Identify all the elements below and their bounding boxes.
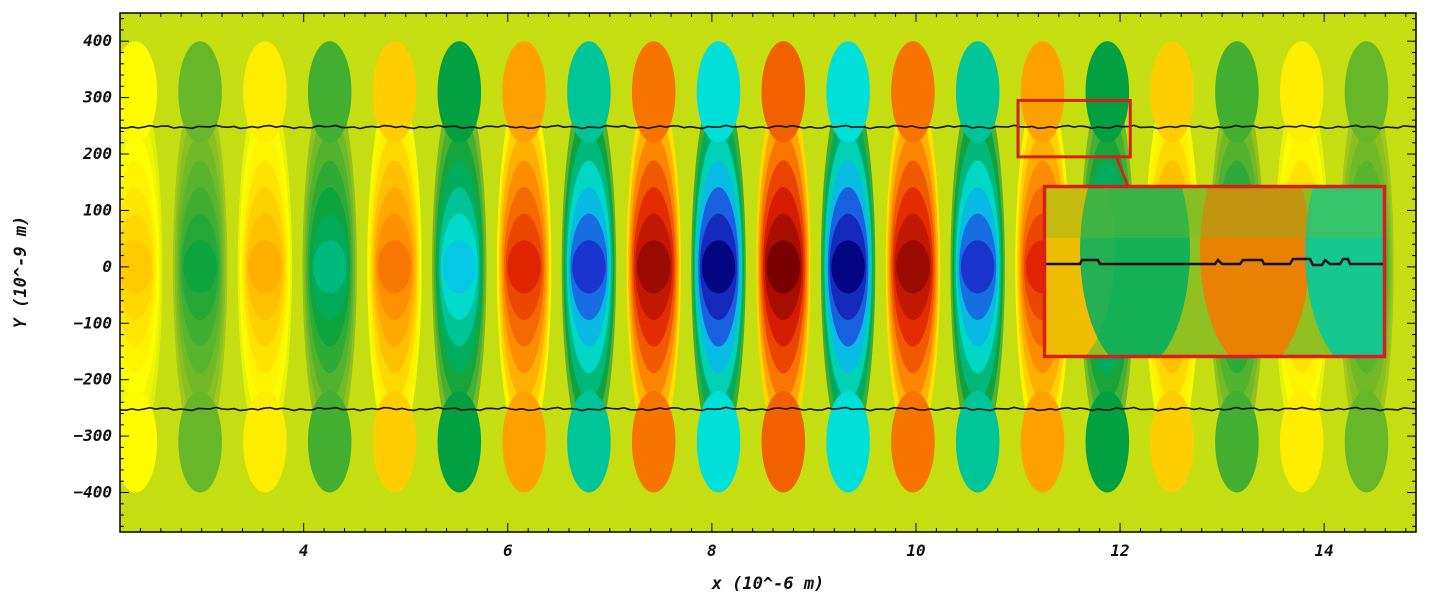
fringe-cap <box>1344 390 1389 493</box>
boundary-lines <box>120 124 1416 412</box>
fringe-cap <box>891 390 935 493</box>
fringe-cap <box>120 390 158 493</box>
axis-ticks <box>120 13 1416 532</box>
y-tick-label: −100 <box>73 313 112 332</box>
x-tick-label: 6 <box>503 541 513 560</box>
y-tick-label: −300 <box>73 426 112 445</box>
fringe-cap <box>502 41 546 143</box>
fringe-lobe <box>507 240 541 294</box>
fringe-cap <box>1150 390 1194 493</box>
fringe-cap <box>1150 41 1194 143</box>
fringe-lobe <box>120 240 153 294</box>
fringe-cap <box>502 390 546 493</box>
y-tick-label: 200 <box>82 144 112 163</box>
fringe-cap <box>955 41 1000 143</box>
y-axis-label: Y (10^-9 m) <box>11 216 31 329</box>
fringe-cap <box>1215 390 1259 493</box>
fringe-cap <box>437 390 482 493</box>
y-tick-labels: 400 300 200 100 0 −100 −200 −300 −400 <box>73 31 112 501</box>
fringe-lobe <box>572 240 606 294</box>
fringe-cap <box>1344 41 1389 143</box>
x-tick-labels: 4 6 8 10 12 14 <box>299 541 1334 560</box>
boundary-line-lower <box>120 406 1416 412</box>
fringe-cap <box>1020 390 1065 493</box>
fringe-cap <box>631 390 676 493</box>
fringe-cap <box>761 390 806 493</box>
inset-source-box <box>1016 98 1132 159</box>
fringe-lobe <box>896 240 930 294</box>
y-tick-label: 100 <box>83 200 112 219</box>
fringe-cap <box>631 41 676 143</box>
fringe-cap <box>826 390 870 493</box>
fringe-cap <box>307 390 352 493</box>
inset-frame <box>1042 184 1387 359</box>
zoom-inset <box>1016 98 1387 359</box>
x-axis-label: x (10^-6 m) <box>711 574 825 594</box>
fringe-cap <box>761 41 806 143</box>
fringe-cap <box>567 41 611 143</box>
x-tick-label: 14 <box>1315 541 1334 560</box>
fringe-cap <box>891 41 935 143</box>
x-tick-label: 12 <box>1110 541 1129 560</box>
fringe-lobe <box>960 240 995 294</box>
fringe-lobe <box>312 240 347 294</box>
fringe-lobe <box>831 240 865 294</box>
fringe-cap <box>567 390 611 493</box>
fringe-lobe <box>766 240 801 294</box>
fringe-cap <box>372 390 417 493</box>
fringe-cap <box>1020 41 1065 143</box>
fringe-lobe <box>442 240 477 294</box>
fringe-cap <box>178 41 222 143</box>
x-tick-label: 8 <box>707 541 717 560</box>
fringe-cap <box>243 390 287 493</box>
inset-panel <box>1046 188 1383 355</box>
inset-connector <box>1115 156 1130 187</box>
fringe-cap <box>307 41 352 143</box>
fringe-cap <box>120 41 158 143</box>
fringe-cap <box>372 41 417 143</box>
x-tick-label: 10 <box>906 541 925 560</box>
fringe-cap <box>1085 390 1130 493</box>
fringe-lobe <box>377 240 412 294</box>
fringe-cap <box>243 41 287 143</box>
fringe-cap <box>178 390 222 493</box>
fringe-lobe <box>701 240 736 294</box>
fringe-lobe <box>636 240 671 294</box>
fringe-cap <box>1279 41 1324 143</box>
boundary-line-upper <box>120 124 1416 130</box>
plot-frame <box>119 12 1417 533</box>
fringe-cap <box>1215 41 1259 143</box>
fringe-cap <box>955 390 1000 493</box>
fringe-cap <box>1279 390 1324 493</box>
fringe-lobe <box>183 240 217 294</box>
y-tick-label: 300 <box>82 88 112 107</box>
inset-boundary-line <box>1046 257 1383 267</box>
fringe-lobe <box>248 240 282 294</box>
fringe-cap <box>826 41 870 143</box>
y-tick-label: 400 <box>83 31 112 50</box>
y-tick-label: −400 <box>73 483 112 502</box>
fringe-cap <box>696 390 741 493</box>
fringe-cap <box>696 41 741 143</box>
y-tick-label: −200 <box>73 370 112 389</box>
fringe-cap <box>1085 41 1130 143</box>
y-tick-label: 0 <box>102 257 112 276</box>
fringe-cap <box>437 41 482 143</box>
x-tick-label: 4 <box>299 541 309 560</box>
